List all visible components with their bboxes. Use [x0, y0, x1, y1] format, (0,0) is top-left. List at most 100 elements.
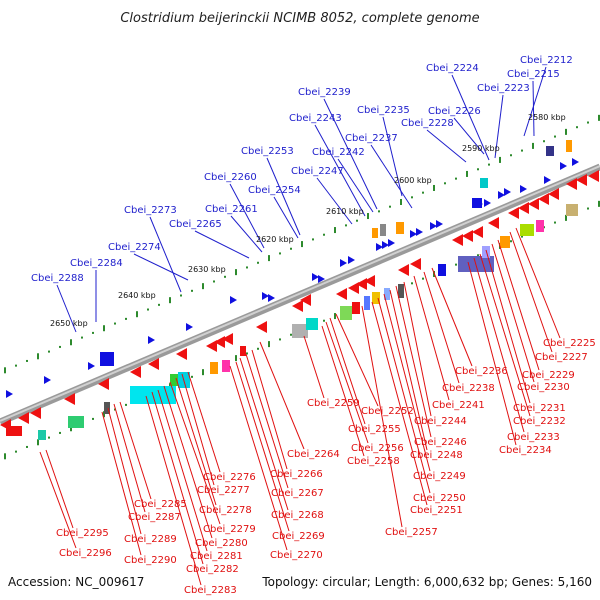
- tick-dot: [92, 417, 94, 420]
- forward-gene-label: Cbei_2265: [169, 219, 222, 230]
- tick-label: 2610 kbp: [326, 207, 364, 216]
- reverse-gene-label: Cbei_2249: [413, 471, 466, 482]
- label-leader-line: [509, 231, 553, 353]
- reverse-gene-label: Cbei_2283: [184, 585, 237, 596]
- forward-gene-label: Cbei_2274: [108, 242, 161, 253]
- forward-gene-label: Cbei_2215: [507, 69, 560, 80]
- reverse-gene-label: Cbei_2233: [507, 432, 560, 443]
- gene-feature: [546, 146, 554, 156]
- tick-label: 2620 kbp: [256, 235, 294, 244]
- reverse-gene-arrow: [206, 340, 217, 352]
- forward-gene-arrow: [416, 228, 423, 236]
- forward-gene-arrow: [6, 390, 13, 398]
- tick-dot: [81, 336, 83, 339]
- tick-dot: [301, 241, 303, 248]
- accession-text: Accession: NC_009617: [8, 575, 144, 589]
- reverse-gene-arrow: [364, 275, 375, 287]
- label-leader-line: [273, 196, 299, 239]
- tick-dot: [598, 114, 600, 121]
- reverse-gene-arrow: [300, 294, 311, 306]
- tick-dot: [565, 214, 567, 221]
- reverse-gene-label: Cbei_2268: [271, 510, 324, 521]
- map-title: Clostridium beijerinckii NCIMB 8052, com…: [120, 11, 479, 26]
- reverse-gene-arrow: [222, 333, 233, 345]
- forward-gene-arrow: [340, 259, 347, 267]
- gene-feature: [520, 224, 534, 236]
- reverse-gene-arrow: [576, 174, 587, 186]
- label-leader-line: [151, 391, 204, 565]
- tick-dot: [378, 210, 380, 213]
- label-leader-line: [259, 341, 305, 450]
- forward-gene-block: [472, 198, 482, 208]
- gene-feature: [38, 430, 46, 440]
- tick-dot: [367, 213, 369, 220]
- label-leader-line: [383, 293, 431, 472]
- label-leader-line: [370, 144, 413, 209]
- forward-gene-label: Cbei_2242: [312, 147, 365, 158]
- tick-dot: [290, 333, 292, 336]
- forward-gene-arrow: [572, 158, 579, 166]
- label-leader-line: [39, 451, 77, 549]
- label-leader-line: [187, 371, 221, 473]
- tick-dot: [103, 325, 105, 332]
- tick-dot: [455, 263, 457, 266]
- forward-gene-arrow: [484, 199, 491, 207]
- forward-gene-arrow: [388, 239, 395, 247]
- gene-feature: [438, 264, 446, 276]
- tick-dot: [510, 154, 512, 157]
- gene-feature: [352, 302, 360, 314]
- label-leader-line: [413, 275, 450, 401]
- tick-dot: [521, 235, 523, 238]
- label-leader-line: [377, 297, 431, 494]
- reverse-gene-label: Cbei_2278: [199, 505, 252, 516]
- tick-dot: [202, 283, 204, 290]
- gene-feature: [500, 236, 510, 248]
- gene-feature: [68, 416, 84, 428]
- reverse-gene-label: Cbei_2281: [190, 551, 243, 562]
- reverse-gene-arrow: [98, 378, 109, 390]
- forward-gene-arrow: [376, 243, 383, 251]
- tick-dot: [37, 439, 39, 446]
- tick-dot: [15, 450, 17, 453]
- label-leader-line: [119, 401, 152, 500]
- gene-feature: [104, 402, 110, 414]
- label-leader-line: [175, 377, 217, 506]
- reverse-gene-arrow: [462, 230, 473, 242]
- tick-dot: [169, 297, 171, 304]
- reverse-gene-arrow: [588, 170, 599, 182]
- gene-feature: [364, 296, 370, 310]
- forward-gene-label: Cbei_2212: [520, 55, 573, 66]
- reverse-gene-label: Cbei_2259: [307, 398, 360, 409]
- label-leader-line: [426, 129, 467, 163]
- reverse-gene-label: Cbei_2244: [414, 416, 467, 427]
- tick-dot: [279, 338, 281, 341]
- reverse-gene-label: Cbei_2258: [347, 456, 400, 467]
- tick-dot: [235, 355, 237, 362]
- gene-feature: [292, 324, 308, 338]
- tick-dot: [70, 425, 72, 432]
- forward-gene-label: Cbei_2288: [31, 273, 84, 284]
- tick-dot: [224, 275, 226, 278]
- reverse-gene-label: Cbei_2269: [272, 531, 325, 542]
- reverse-gene-arrow: [348, 282, 359, 294]
- gene-feature: [536, 220, 544, 232]
- tick-dot: [466, 170, 468, 177]
- reverse-gene-arrow: [176, 348, 187, 360]
- reverse-gene-label: Cbei_2280: [195, 538, 248, 549]
- tick-dot: [213, 280, 215, 283]
- gene-labels: Cbei_2212 Cbei_2215 Cbei_2223 Cbei_2224 Cbei…: [31, 55, 596, 596]
- label-leader-line: [229, 365, 288, 551]
- tick-dot: [180, 294, 182, 297]
- reverse-gene-label: Cbei_2290: [124, 555, 177, 566]
- forward-gene-label: Cbei_2254: [248, 185, 301, 196]
- forward-gene-arrow: [230, 296, 237, 304]
- reverse-gene-arrow: [566, 178, 577, 190]
- tick-dot: [345, 224, 347, 227]
- reverse-gene-label: Cbei_2270: [270, 550, 323, 561]
- tick-dot: [290, 247, 292, 250]
- label-leader-line: [382, 116, 403, 197]
- tick-dot: [26, 445, 28, 448]
- gene-feature: [398, 284, 404, 298]
- forward-gene-arrow: [544, 176, 551, 184]
- tick-dot: [587, 121, 589, 124]
